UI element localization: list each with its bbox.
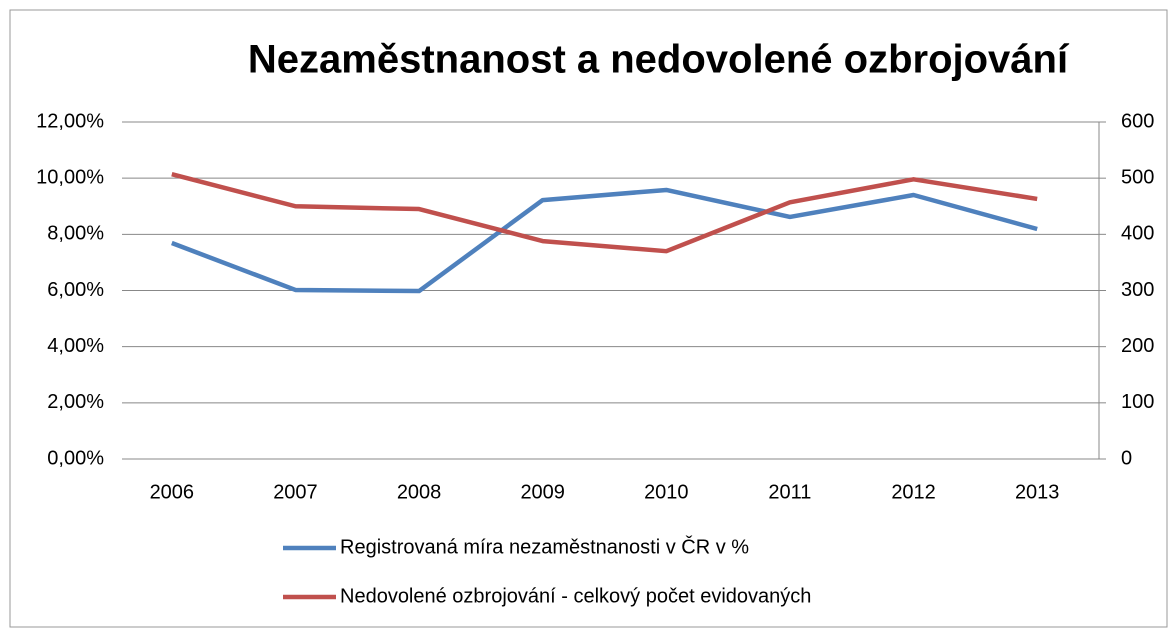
- y-tick-label: 12,00%: [36, 110, 104, 132]
- chart-title: Nezaměstnanost a nedovolené ozbrojování: [248, 38, 1070, 82]
- x-tick-label: 2009: [520, 481, 565, 503]
- x-tick-label: 2007: [273, 481, 318, 503]
- series-line: [171, 172, 1038, 254]
- y-tick-label: 8,00%: [47, 223, 104, 245]
- legend-label: Registrovaná míra nezaměstnanosti v ČR v…: [340, 535, 749, 558]
- legend-label: Nedovolené ozbrojování - celkový počet e…: [340, 585, 811, 607]
- x-tick-label: 2008: [397, 481, 442, 503]
- x-tick-label: 2012: [891, 481, 936, 503]
- y2-tick-label: 300: [1121, 279, 1154, 301]
- x-tick-label: 2006: [150, 481, 195, 503]
- x-tick-label: 2011: [768, 481, 811, 503]
- y-tick-label: 2,00%: [47, 391, 104, 413]
- y2-tick-label: 600: [1121, 110, 1154, 132]
- x-tick-label: 2013: [1015, 481, 1060, 503]
- y2-tick-label: 100: [1121, 391, 1154, 413]
- y-tick-label: 10,00%: [36, 166, 104, 188]
- chart-frame: [9, 9, 1168, 628]
- y-tick-label: 4,00%: [47, 335, 104, 357]
- y-tick-label: 6,00%: [47, 279, 104, 301]
- x-tick-label: 2010: [644, 481, 689, 503]
- y2-tick-label: 400: [1121, 223, 1154, 245]
- y2-tick-label: 200: [1121, 335, 1154, 357]
- y2-tick-label: 500: [1121, 166, 1154, 188]
- series-line: [171, 187, 1038, 294]
- y2-tick-label: 0: [1121, 447, 1132, 469]
- y-tick-label: 0,00%: [47, 447, 104, 469]
